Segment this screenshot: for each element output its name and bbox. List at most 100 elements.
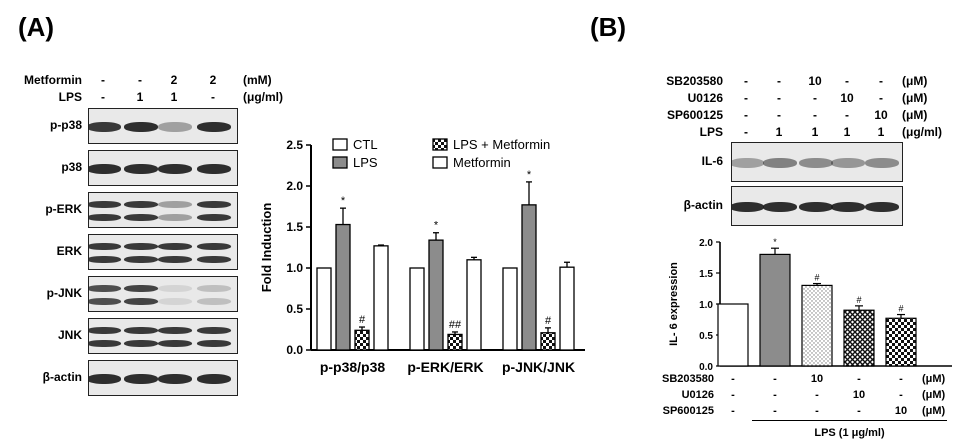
blot-label: ERK [56,244,82,258]
treatment-unit: (μM) [902,74,928,88]
blot-label: IL-6 [701,154,723,168]
treatment-name: U0126 [687,91,723,105]
blot-image [88,318,238,354]
panel-b-label: (B) [590,12,627,42]
blot-band [197,255,231,263]
blot-label: p38 [61,160,82,174]
blot-label: β-actin [42,370,82,384]
treatment-value: 1 [843,125,851,139]
blot-band [197,243,231,251]
blot-band [89,122,121,132]
blot-band [158,201,192,209]
treatment-unit: (μg/ml) [243,90,284,104]
blot-band [158,339,192,347]
treatment-value: - [731,373,735,385]
blot-band [799,202,833,212]
blot-band [763,202,797,212]
treatment-name: SB203580 [666,74,723,88]
treatment-name: Metformin [24,73,82,87]
bar [409,267,425,351]
blot-image [88,192,238,228]
y-tick-label: 1.5 [699,269,713,280]
blot-band [831,158,865,168]
treatment-value: - [101,73,105,87]
treatment-value: 10 [894,405,908,417]
treatment-value: - [101,90,105,104]
blot-band [158,255,192,263]
blot-band [124,243,158,251]
significance-mark: * [434,220,439,232]
legend-swatch [432,156,448,169]
treatment-value: - [773,405,777,417]
bar [373,245,389,351]
blot-band [197,339,231,347]
blot-band [89,213,121,221]
y-tick-label: 1.5 [286,220,303,234]
treatment-value: 10 [852,389,866,401]
bar [759,253,791,367]
treatment-value: - [813,108,817,122]
treatment-name: SP600125 [662,405,714,417]
legend-label: LPS + Metformin [453,137,550,152]
il6-expression-chart: 0.0 0.5 1.0 1.5 2.0 IL- 6 expression * # # # [668,237,952,373]
treatment-value: 1 [170,90,178,104]
blot-image [731,186,903,226]
blot-band [124,213,158,221]
blot-band [197,122,231,132]
treatment-value: - [777,74,781,88]
panel-a-label: (A) [18,12,55,42]
y-tick-label: 0.5 [699,331,713,342]
blot-label: p-JNK [46,286,82,300]
bar [428,239,444,351]
treatment-value: - [773,389,777,401]
treatment-unit: (μM) [922,373,946,385]
treatment-value: - [773,373,777,385]
y-tick-label: 0.5 [286,302,303,316]
treatment-value: 10 [874,108,888,122]
blot-band [799,158,833,168]
legend-swatch [332,138,348,151]
blot-band [124,255,158,263]
treatment-name: LPS [58,90,82,104]
significance-mark: * [341,195,346,207]
treatment-value: 1 [136,90,144,104]
treatment-value: - [138,73,142,87]
blot-band [124,164,158,174]
y-tick-label: 2.5 [286,138,303,152]
blot-band [197,374,231,384]
blot-band [124,297,158,305]
treatment-value: - [845,108,849,122]
x-category-label: p-ERK/ERK [407,359,483,375]
blot-image [88,108,238,144]
bar [801,284,833,367]
blot-band [89,255,121,263]
blot-band [865,158,899,168]
treatment-unit: (μg/ml) [902,125,943,139]
legend-label: LPS [353,155,378,170]
y-axis-label: IL- 6 expression [668,262,680,346]
blot-band [158,213,192,221]
y-axis-label: Fold Induction [259,203,274,293]
bar [540,332,556,351]
lps-bracket-line [752,420,947,421]
lps-bracket-label: LPS (1 μg/ml) [814,427,885,439]
y-tick-label: 0.0 [699,362,713,373]
treatment-unit: (μM) [922,389,946,401]
fold-induction-chart: 0.0 0.5 1.0 1.5 2.0 2.5 Fold Induction * # p-p38/… [259,137,585,375]
treatment-value: - [857,405,861,417]
blot-band [831,202,865,212]
blot-band [197,201,231,209]
treatment-value: 1 [775,125,783,139]
bar [335,223,351,351]
blot-band [158,122,192,132]
blot-image [88,276,238,312]
treatment-value: - [744,91,748,105]
blot-band [124,285,158,293]
significance-mark: # [814,273,819,283]
blot-band [158,327,192,335]
blot-band [197,285,231,293]
blot-band [89,201,121,209]
treatment-value: - [813,91,817,105]
treatment-value: 2 [170,73,178,87]
blot-band [124,339,158,347]
